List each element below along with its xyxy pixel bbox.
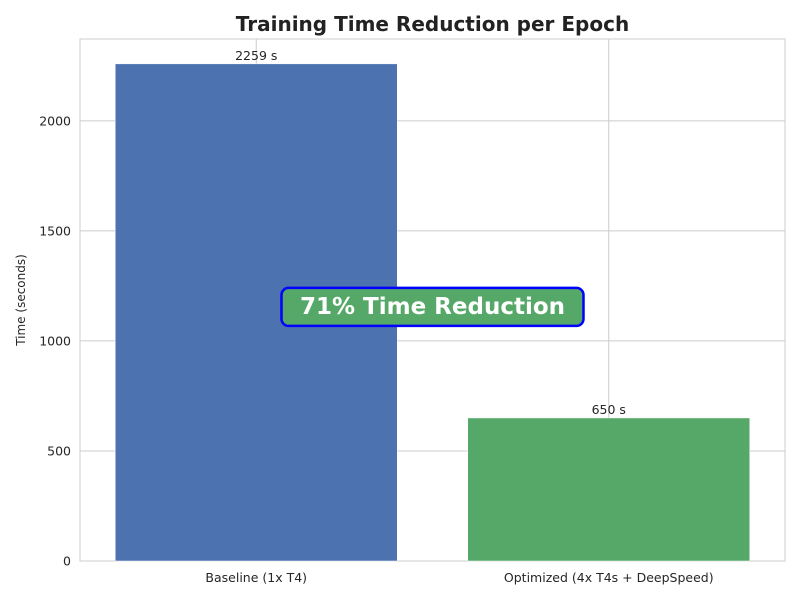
x-tick-label: Optimized (4x T4s + DeepSpeed) [504, 570, 714, 585]
plot-frame [79, 38, 786, 562]
x-tick-label: Baseline (1x T4) [205, 570, 307, 585]
y-tick-label: 1500 [39, 223, 71, 238]
chart-title: Training Time Reduction per Epoch [236, 12, 629, 36]
y-tick-label: 1000 [39, 333, 71, 348]
annotation-background [280, 286, 585, 328]
bars [115, 63, 750, 562]
annotation-text: 71% Time Reduction [300, 294, 565, 320]
y-tick-label: 2000 [39, 113, 71, 128]
bar-value-label: 650 s [592, 402, 626, 417]
y-axis-label: Time (seconds) [14, 254, 28, 347]
x-axis-ticks: Baseline (1x T4) Optimized (4x T4s + Deep… [205, 570, 713, 585]
y-tick-label: 0 [63, 554, 71, 569]
y-tick-label: 500 [47, 443, 71, 458]
bar [467, 417, 750, 562]
bar-value-label: 2259 s [235, 48, 277, 63]
y-axis-ticks: 0 500 1000 1500 2000 [39, 113, 71, 568]
annotation-box: 71% Time Reduction [280, 286, 585, 328]
data-labels: 2259 s 650 s [235, 48, 626, 417]
